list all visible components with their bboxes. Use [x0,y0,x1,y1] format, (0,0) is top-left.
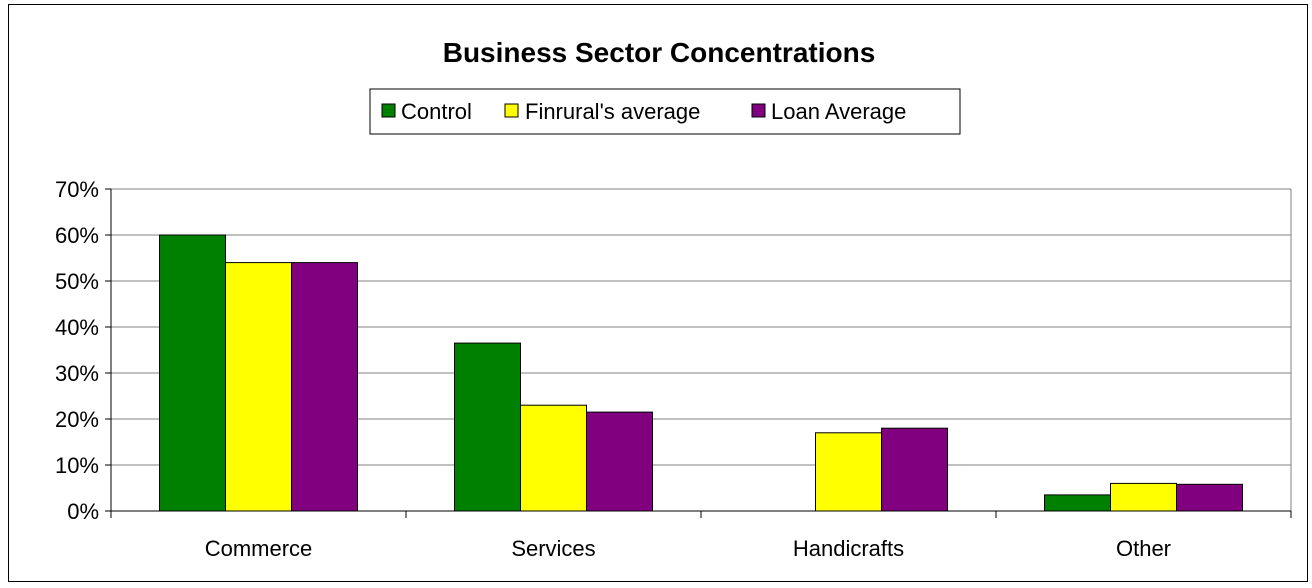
bars [159,234,1243,512]
y-tick-label: 0% [67,499,99,524]
bar-control-commerce [159,234,226,512]
y-tick-label: 50% [55,269,99,294]
bar-finrural-s-average-services [520,404,587,512]
axes [110,189,1292,518]
y-tick-label: 70% [55,177,99,202]
x-category-label: Services [511,536,595,561]
x-axis-labels: Commerce Services Handicrafts Other [205,536,1171,561]
y-tick-label: 20% [55,407,99,432]
y-tick-label: 40% [55,315,99,340]
x-category-label: Commerce [205,536,313,561]
legend-box [369,88,961,135]
legend-label-loan: Loan Average [771,99,906,124]
y-tick-label: 60% [55,223,99,248]
y-tick-label: 10% [55,453,99,478]
chart-frame: Business Sector Concentrations Control F… [8,4,1308,582]
y-axis-ticks: 0% 10% 20% 30% 40% 50% 60% 70% [55,177,111,524]
bar-loan-average-handicrafts [881,427,948,512]
legend: Control Finrural's average Loan Average [369,88,961,135]
chart-svg: Business Sector Concentrations Control F… [55,37,1292,561]
x-category-label: Other [1116,536,1171,561]
legend-swatch-control [381,103,396,118]
chart-title: Business Sector Concentrations [443,37,876,68]
bar-control-other [1044,494,1111,512]
legend-label-finrural: Finrural's average [525,99,700,124]
bar-finrural-s-average-commerce [225,262,292,512]
bar-loan-average-commerce [291,262,358,512]
bar-finrural-s-average-other [1110,482,1177,512]
bar-finrural-s-average-handicrafts [815,432,882,512]
legend-swatch-finrural [504,103,519,118]
y-tick-label: 30% [55,361,99,386]
x-category-label: Handicrafts [793,536,904,561]
legend-swatch-loan [751,103,766,118]
legend-label-control: Control [401,99,472,124]
bar-control-services [454,342,521,512]
bar-loan-average-other [1176,483,1243,512]
bar-loan-average-services [586,411,653,512]
